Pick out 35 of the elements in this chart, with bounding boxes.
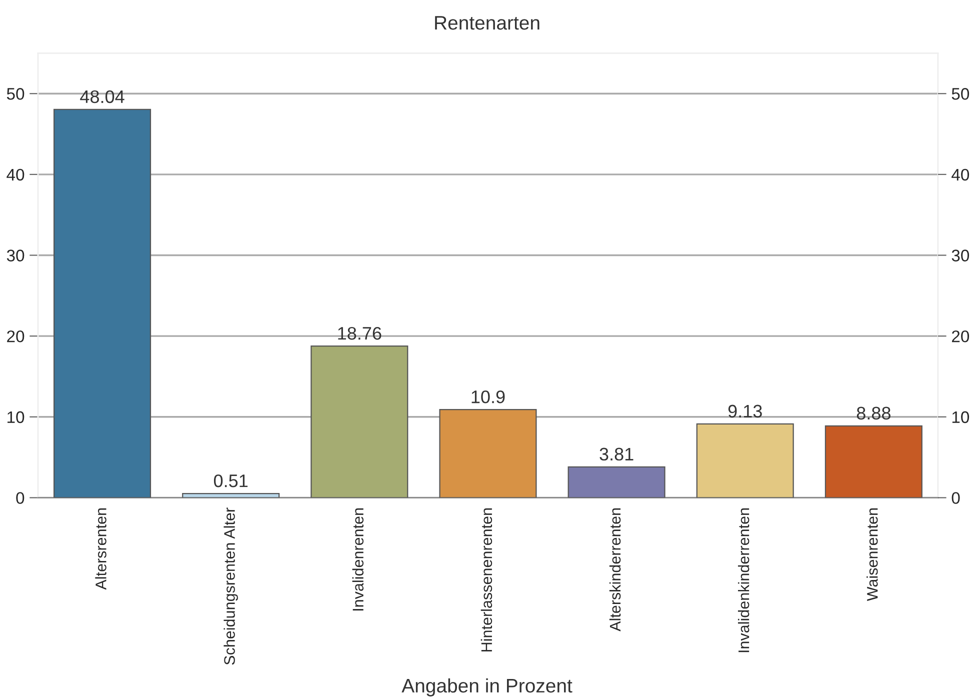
y-tick-label: 20 — [7, 330, 24, 342]
bar — [696, 423, 794, 498]
x-tick-label: Invalidenkinderrenten — [738, 508, 750, 652]
y-tick-label: 10 — [8, 411, 24, 424]
data-label: 8.88 — [856, 406, 890, 420]
data-label: 0.51 — [214, 474, 248, 488]
y2-tick-label: 20 — [952, 330, 970, 342]
y2-tick-label: 40 — [952, 168, 970, 181]
y-tick-label: 30 — [6, 250, 24, 262]
y-tick-label: 50 — [6, 88, 24, 100]
x-tick-label: Scheidungsrenten Alter — [224, 508, 238, 665]
x-tick-label: Hinterlassenenrenten — [480, 508, 492, 652]
data-label: 18.76 — [338, 326, 382, 340]
y-tick-label: 0 — [16, 492, 24, 504]
x-tick-label: Alterskinderrenten — [609, 508, 621, 632]
bar — [568, 466, 666, 498]
x-axis-title: Angaben in Prozent — [402, 678, 572, 696]
bar — [54, 108, 152, 498]
bar — [824, 425, 922, 498]
x-tick-label: Altersrenten — [95, 508, 106, 590]
data-label: 48.04 — [80, 90, 124, 104]
y2-tick-label: 0 — [952, 492, 960, 504]
data-label: 10.9 — [472, 390, 505, 404]
chart-title: Rentenarten — [435, 16, 540, 30]
y-tick-label: 40 — [6, 168, 24, 181]
y2-tick-label: 10 — [952, 411, 970, 424]
data-label: 9.13 — [728, 404, 762, 418]
data-label: 3.81 — [600, 448, 634, 461]
bar — [182, 493, 280, 498]
bar — [310, 346, 408, 498]
y2-tick-label: 50 — [952, 88, 970, 100]
x-tick-label: Invalidenrenten — [352, 508, 364, 610]
bar — [439, 409, 537, 498]
x-tick-label: Waisenrenten — [866, 508, 878, 602]
y2-tick-label: 30 — [952, 250, 970, 262]
